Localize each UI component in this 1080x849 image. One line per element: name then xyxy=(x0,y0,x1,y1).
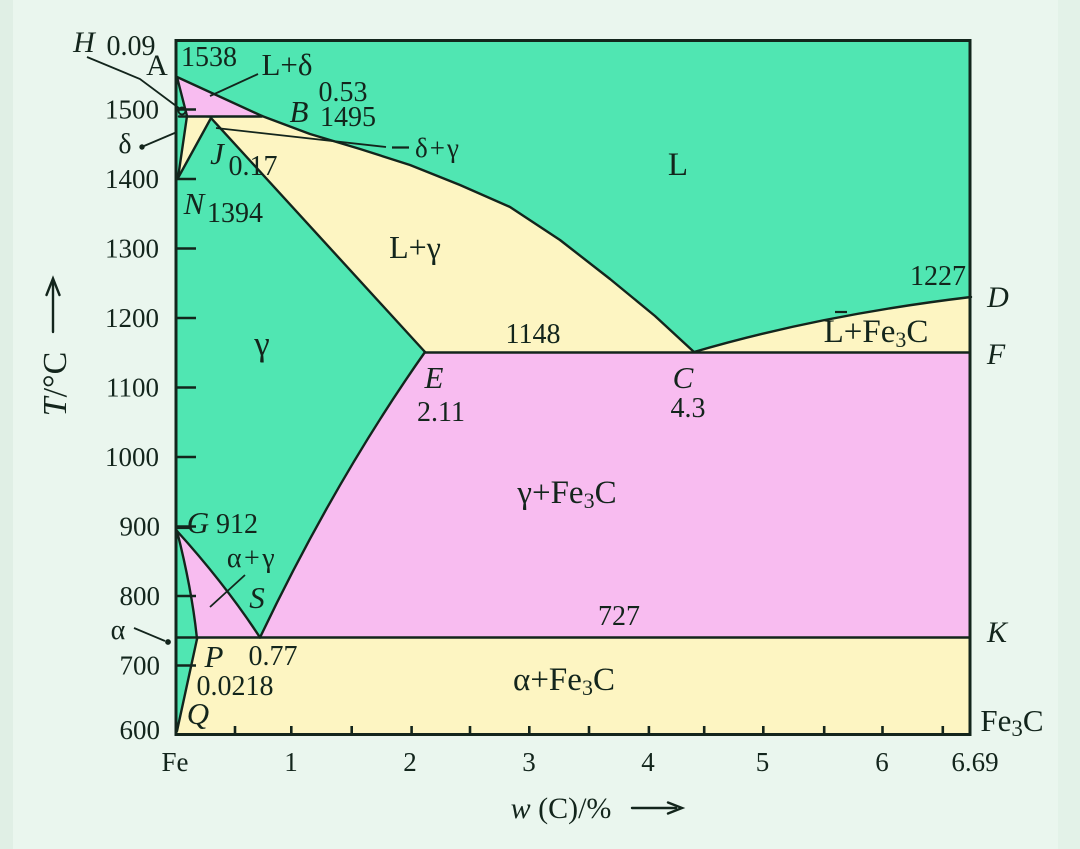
svg-text:α+γ: α+γ xyxy=(227,543,277,574)
svg-text:1227: 1227 xyxy=(910,261,966,292)
svg-text:600: 600 xyxy=(120,715,161,745)
svg-text:727: 727 xyxy=(598,601,640,632)
svg-text:1495: 1495 xyxy=(320,102,376,133)
svg-text:B: B xyxy=(290,94,309,129)
svg-text:3: 3 xyxy=(522,747,536,777)
svg-text:J: J xyxy=(210,136,225,171)
svg-text:A: A xyxy=(146,49,168,82)
svg-text:0.77: 0.77 xyxy=(249,641,298,672)
svg-text:T/°C: T/°C xyxy=(37,352,74,417)
svg-text:γ: γ xyxy=(253,324,269,363)
svg-text:Q: Q xyxy=(187,696,209,731)
svg-text:w (C)/%: w (C)/% xyxy=(511,792,612,825)
svg-text:C: C xyxy=(673,360,694,395)
svg-text:L+γ: L+γ xyxy=(389,229,441,265)
svg-text:0.09: 0.09 xyxy=(107,31,156,62)
svg-text:800: 800 xyxy=(120,581,161,611)
svg-text:1538: 1538 xyxy=(181,42,237,73)
svg-text:1100: 1100 xyxy=(106,373,159,403)
svg-text:4.3: 4.3 xyxy=(671,393,706,424)
svg-text:1000: 1000 xyxy=(105,442,159,472)
svg-text:912: 912 xyxy=(216,509,258,540)
svg-text:H: H xyxy=(72,26,97,59)
svg-text:α: α xyxy=(111,615,126,646)
svg-text:Fe: Fe xyxy=(162,747,189,777)
svg-text:1200: 1200 xyxy=(105,303,159,333)
svg-text:δ+γ: δ+γ xyxy=(415,133,461,163)
svg-text:N: N xyxy=(183,186,207,221)
svg-text:0.53: 0.53 xyxy=(319,77,368,108)
svg-text:F: F xyxy=(986,338,1006,371)
svg-text:L+δ: L+δ xyxy=(261,47,312,82)
svg-text:900: 900 xyxy=(120,512,161,542)
svg-text:0.17: 0.17 xyxy=(229,151,278,182)
svg-text:E: E xyxy=(424,360,444,395)
svg-text:L: L xyxy=(668,147,688,183)
svg-text:4: 4 xyxy=(641,747,655,777)
svg-text:1: 1 xyxy=(284,747,298,777)
svg-text:G: G xyxy=(187,505,209,540)
svg-text:L+Fe3C: L+Fe3C xyxy=(824,314,929,352)
svg-text:6.69: 6.69 xyxy=(951,747,998,777)
svg-text:1394: 1394 xyxy=(207,198,263,229)
svg-text:γ+Fe3C: γ+Fe3C xyxy=(516,475,616,513)
svg-text:P: P xyxy=(204,639,224,674)
svg-text:S: S xyxy=(249,580,265,615)
svg-text:1500: 1500 xyxy=(105,95,159,125)
svg-text:1148: 1148 xyxy=(506,319,561,350)
svg-text:D: D xyxy=(986,281,1009,314)
svg-text:0.0218: 0.0218 xyxy=(197,671,274,702)
svg-text:2: 2 xyxy=(403,747,417,777)
svg-text:K: K xyxy=(986,616,1009,649)
svg-text:δ: δ xyxy=(118,129,131,160)
svg-text:700: 700 xyxy=(120,651,161,681)
svg-text:α+Fe3C: α+Fe3C xyxy=(513,662,615,700)
svg-text:6: 6 xyxy=(875,747,889,777)
svg-text:5: 5 xyxy=(756,747,770,777)
svg-text:1300: 1300 xyxy=(105,234,159,264)
svg-text:2.11: 2.11 xyxy=(417,397,465,428)
svg-text:1400: 1400 xyxy=(105,164,159,194)
